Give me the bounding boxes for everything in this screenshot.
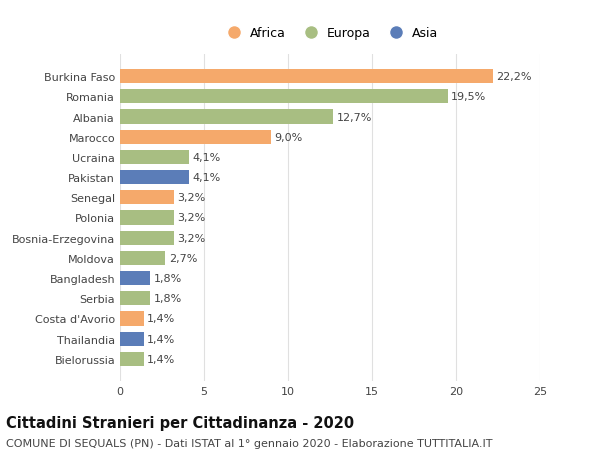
Text: 12,7%: 12,7% xyxy=(337,112,372,122)
Bar xyxy=(120,231,174,245)
Bar xyxy=(120,151,189,165)
Text: 19,5%: 19,5% xyxy=(451,92,486,102)
Bar xyxy=(120,271,150,285)
Text: 3,2%: 3,2% xyxy=(177,213,205,223)
Legend: Africa, Europa, Asia: Africa, Europa, Asia xyxy=(217,22,443,45)
Text: COMUNE DI SEQUALS (PN) - Dati ISTAT al 1° gennaio 2020 - Elaborazione TUTTITALIA: COMUNE DI SEQUALS (PN) - Dati ISTAT al 1… xyxy=(6,438,493,448)
Bar xyxy=(120,291,150,306)
Text: 9,0%: 9,0% xyxy=(275,132,303,142)
Bar xyxy=(120,171,189,185)
Text: 1,8%: 1,8% xyxy=(154,274,182,284)
Text: 3,2%: 3,2% xyxy=(177,193,205,203)
Text: 1,4%: 1,4% xyxy=(147,334,175,344)
Bar xyxy=(120,70,493,84)
Bar xyxy=(120,191,174,205)
Bar xyxy=(120,211,174,225)
Text: Cittadini Stranieri per Cittadinanza - 2020: Cittadini Stranieri per Cittadinanza - 2… xyxy=(6,415,354,431)
Text: 1,4%: 1,4% xyxy=(147,314,175,324)
Text: 2,7%: 2,7% xyxy=(169,253,197,263)
Text: 1,8%: 1,8% xyxy=(154,294,182,304)
Bar xyxy=(120,332,143,346)
Text: 3,2%: 3,2% xyxy=(177,233,205,243)
Text: 4,1%: 4,1% xyxy=(192,152,220,162)
Bar xyxy=(120,251,166,265)
Text: 22,2%: 22,2% xyxy=(496,72,532,82)
Bar xyxy=(120,130,271,145)
Bar xyxy=(120,110,334,124)
Bar xyxy=(120,90,448,104)
Bar xyxy=(120,352,143,366)
Text: 1,4%: 1,4% xyxy=(147,354,175,364)
Text: 4,1%: 4,1% xyxy=(192,173,220,183)
Bar xyxy=(120,312,143,326)
